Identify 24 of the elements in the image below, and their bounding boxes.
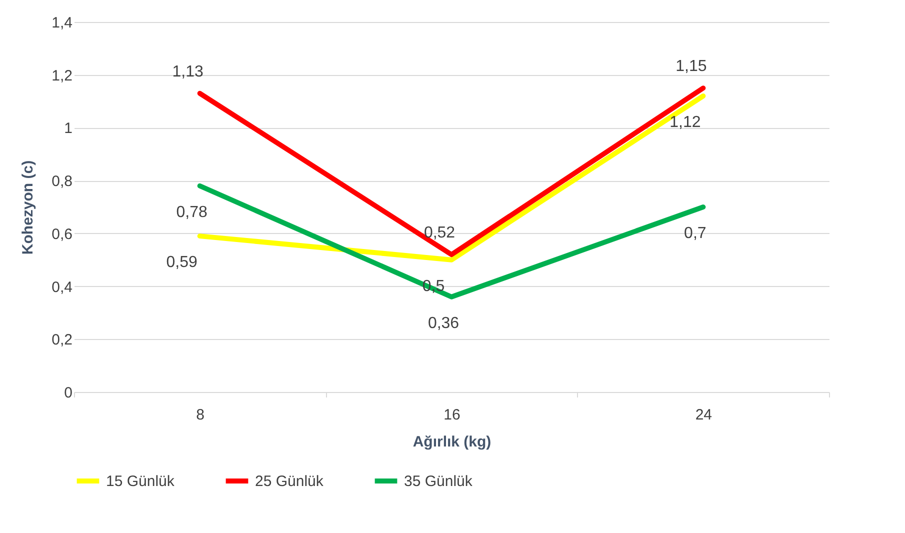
y-tick-label: 1,4 [52, 14, 72, 32]
data-label: 0,59 [166, 254, 198, 272]
legend-label: 35 Günlük [404, 473, 473, 490]
y-tick-label: 0,2 [52, 332, 72, 349]
y-tick-label: 0,8 [52, 173, 72, 190]
legend-label: 15 Günlük [106, 473, 175, 490]
data-label: 1,13 [172, 63, 204, 80]
x-tick-label: 8 [196, 406, 205, 424]
y-tick-label: 1,2 [52, 67, 72, 84]
data-label: 1,15 [676, 58, 707, 76]
x-tick-label: 24 [695, 406, 712, 424]
x-tick-label: 16 [444, 406, 460, 424]
x-axis-title: Ağırlık (kg) [412, 434, 492, 450]
data-label: 1,12 [670, 114, 701, 131]
data-label: 0,7 [684, 225, 706, 242]
y-tick-label: 1 [64, 120, 72, 138]
data-label: 0,36 [428, 314, 460, 332]
data-label: 0,52 [424, 224, 456, 242]
y-tick-label: 0,4 [52, 278, 72, 296]
y-tick-label: 0 [64, 384, 72, 402]
y-tick-label: 0,6 [52, 226, 72, 243]
data-label: 0,78 [176, 204, 208, 221]
legend-label: 25 Günlük [255, 473, 324, 490]
y-axis-title: Kohezyon (c) [20, 160, 37, 255]
